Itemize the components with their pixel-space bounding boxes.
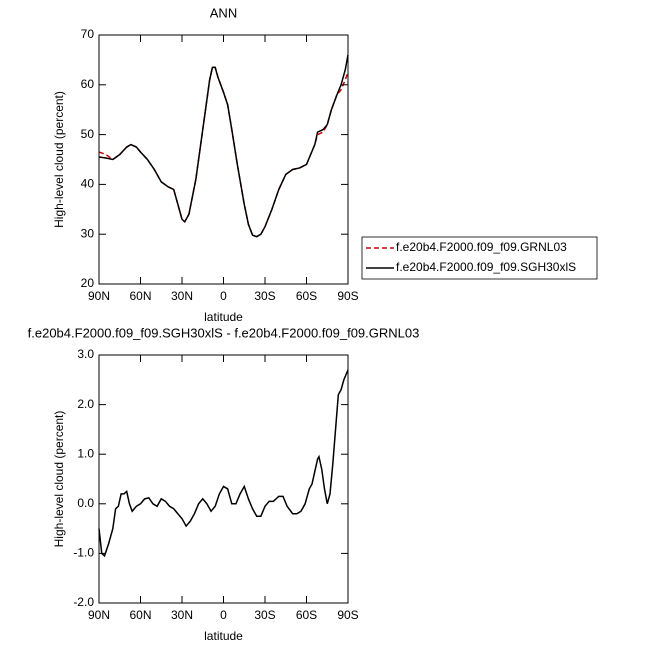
- y-tick-label: 30: [81, 226, 95, 240]
- x-tick-label: 60S: [296, 289, 317, 303]
- y-tick-label: -2.0: [73, 595, 94, 609]
- data-line: [98, 369, 349, 558]
- y-axis-label: High-level cloud (percent): [52, 411, 66, 548]
- y-tick-label: 40: [81, 177, 95, 191]
- legend-label: f.e20b4.F2000.f09_f09.GRNL03: [396, 240, 567, 254]
- x-tick-label: 60N: [129, 608, 151, 622]
- x-tick-label: 90N: [88, 608, 110, 622]
- x-tick-label: 0: [220, 608, 227, 622]
- legend-label: f.e20b4.F2000.f09_f09.SGH30xlS: [396, 260, 576, 274]
- chart-title: ANN: [210, 5, 237, 20]
- x-tick-label: 30S: [254, 289, 275, 303]
- x-axis-label: latitude: [204, 629, 243, 643]
- y-tick-label: 2.0: [77, 397, 94, 411]
- y-tick-label: 3.0: [77, 347, 94, 361]
- x-tick-label: 90N: [88, 289, 110, 303]
- plot-frame: [98, 34, 349, 285]
- x-tick-label: 30N: [171, 289, 193, 303]
- x-tick-label: 60N: [129, 289, 151, 303]
- x-tick-label: 90S: [337, 289, 358, 303]
- y-axis-label: High-level cloud (percent): [52, 91, 66, 228]
- y-tick-label: 0.0: [77, 496, 94, 510]
- y-tick-label: 60: [81, 77, 95, 91]
- y-tick-label: -1.0: [73, 546, 94, 560]
- y-tick-label: 1.0: [77, 446, 94, 460]
- x-tick-label: 60S: [296, 608, 317, 622]
- legend-box: [361, 236, 598, 280]
- y-tick-label: 20: [81, 276, 95, 290]
- x-axis-label: latitude: [204, 310, 243, 324]
- plot-frame: [98, 354, 349, 604]
- data-line: [98, 54, 349, 238]
- y-tick-label: 50: [81, 127, 95, 141]
- x-tick-label: 30N: [171, 608, 193, 622]
- x-tick-label: 90S: [337, 608, 358, 622]
- y-tick-label: 70: [81, 27, 95, 41]
- chart-title: f.e20b4.F2000.f09_f09.SGH30xlS - f.e20b4…: [28, 325, 420, 340]
- x-tick-label: 0: [220, 289, 227, 303]
- x-tick-label: 30S: [254, 608, 275, 622]
